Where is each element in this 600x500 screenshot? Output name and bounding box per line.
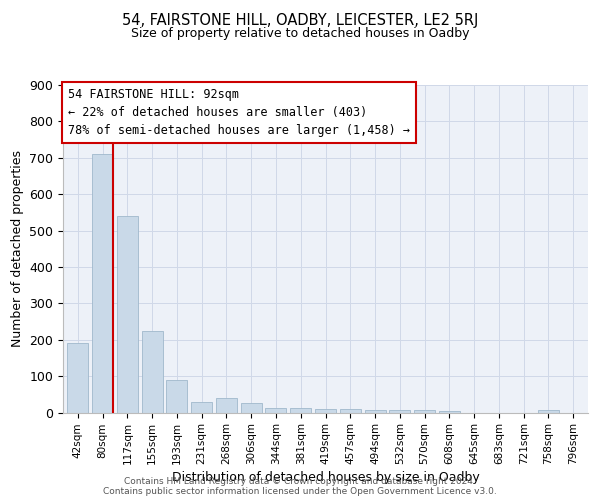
Y-axis label: Number of detached properties: Number of detached properties <box>11 150 24 347</box>
Text: Size of property relative to detached houses in Oadby: Size of property relative to detached ho… <box>131 28 469 40</box>
Bar <box>117 216 138 412</box>
Text: 54 FAIRSTONE HILL: 92sqm
← 22% of detached houses are smaller (403)
78% of semi-: 54 FAIRSTONE HILL: 92sqm ← 22% of detach… <box>68 88 410 138</box>
Bar <box>241 404 262 412</box>
Bar <box>67 344 88 412</box>
Bar <box>191 402 212 412</box>
Bar <box>216 398 237 412</box>
Bar <box>538 410 559 412</box>
Bar <box>389 410 410 412</box>
Text: Contains public sector information licensed under the Open Government Licence v3: Contains public sector information licen… <box>103 486 497 496</box>
Text: Contains HM Land Registry data © Crown copyright and database right 2024.: Contains HM Land Registry data © Crown c… <box>124 476 476 486</box>
X-axis label: Distribution of detached houses by size in Oadby: Distribution of detached houses by size … <box>172 472 479 484</box>
Bar <box>142 330 163 412</box>
Bar <box>365 410 386 412</box>
Bar <box>92 154 113 412</box>
Text: 54, FAIRSTONE HILL, OADBY, LEICESTER, LE2 5RJ: 54, FAIRSTONE HILL, OADBY, LEICESTER, LE… <box>122 12 478 28</box>
Bar <box>340 409 361 412</box>
Bar <box>414 410 435 412</box>
Bar <box>315 409 336 412</box>
Bar <box>290 408 311 412</box>
Bar <box>166 380 187 412</box>
Bar <box>265 408 286 412</box>
Bar <box>439 410 460 412</box>
